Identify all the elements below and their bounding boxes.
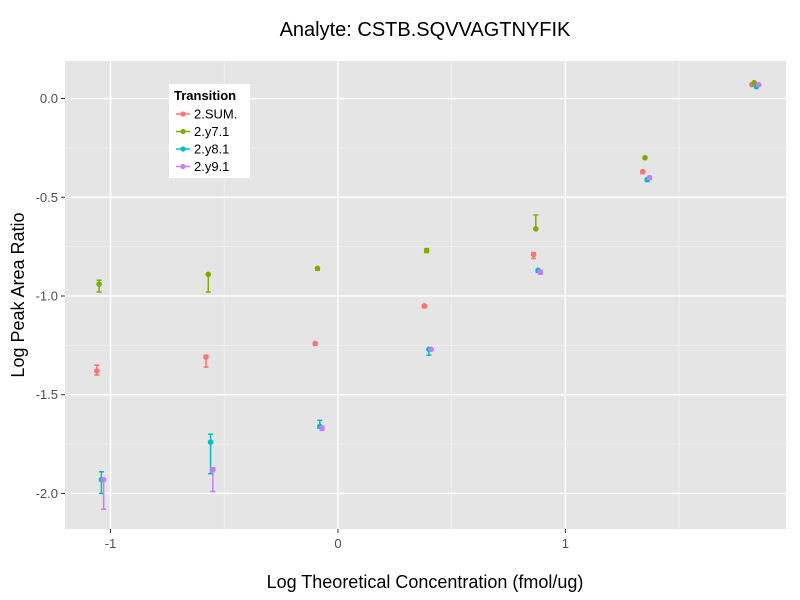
data-marks bbox=[94, 79, 762, 511]
x-axis: -1 0 1 bbox=[105, 529, 569, 551]
x-tick-label: -1 bbox=[105, 536, 117, 551]
data-point bbox=[314, 265, 321, 272]
legend-label: 2.y9.1 bbox=[194, 159, 229, 174]
data-point bbox=[755, 81, 762, 88]
y-axis-title: Log Peak Area Ratio bbox=[8, 212, 28, 377]
data-point bbox=[423, 247, 430, 254]
y-axis: 0.0 -0.5 -1.0 -1.5 -2.0 bbox=[36, 91, 65, 501]
data-point bbox=[96, 281, 102, 287]
data-point bbox=[203, 354, 209, 361]
chart-title: Analyte: CSTB.SQVVAGTNYFIK bbox=[280, 19, 571, 41]
data-point bbox=[533, 226, 539, 232]
legend-key-point bbox=[180, 146, 186, 152]
legend-title: Transition bbox=[174, 88, 236, 103]
x-axis-title: Log Theoretical Concentration (fmol/ug) bbox=[267, 572, 584, 592]
legend-key-point bbox=[180, 128, 186, 135]
data-point bbox=[205, 271, 212, 278]
legend-items: 2.SUM. 2.y7.1 2.y8.1 2.y9.1 bbox=[176, 107, 237, 174]
data-point bbox=[428, 346, 434, 353]
data-point bbox=[319, 425, 325, 432]
data-point bbox=[642, 154, 648, 161]
data-point bbox=[210, 466, 216, 473]
data-point bbox=[639, 168, 646, 175]
legend-label: 2.y8.1 bbox=[194, 142, 229, 157]
data-point bbox=[312, 340, 318, 347]
legend: Transition 2.SUM. 2.y7.1 2.y8.1 2.y9.1 bbox=[169, 84, 250, 178]
data-point bbox=[100, 476, 107, 483]
y-tick-label: 0.0 bbox=[40, 91, 58, 106]
y-tick-label: -0.5 bbox=[36, 190, 58, 205]
series-2-y7-1 bbox=[96, 79, 757, 293]
legend-key-point bbox=[180, 163, 186, 170]
data-point bbox=[537, 269, 544, 276]
y-tick-label: -2.0 bbox=[36, 486, 58, 501]
data-point bbox=[421, 303, 428, 309]
data-point bbox=[207, 439, 214, 445]
legend-label: 2.y7.1 bbox=[194, 124, 229, 139]
gridlines bbox=[65, 61, 786, 529]
series-2-y9-1 bbox=[100, 81, 762, 511]
data-point bbox=[646, 174, 653, 181]
y-tick-label: -1.0 bbox=[36, 288, 58, 303]
data-point bbox=[94, 368, 100, 374]
x-tick-label: 1 bbox=[562, 536, 569, 551]
y-tick-label: -1.5 bbox=[36, 387, 58, 402]
x-tick-label: 0 bbox=[334, 536, 341, 551]
legend-label: 2.SUM. bbox=[194, 107, 237, 122]
data-point bbox=[530, 251, 537, 258]
legend-key-point bbox=[180, 111, 186, 117]
